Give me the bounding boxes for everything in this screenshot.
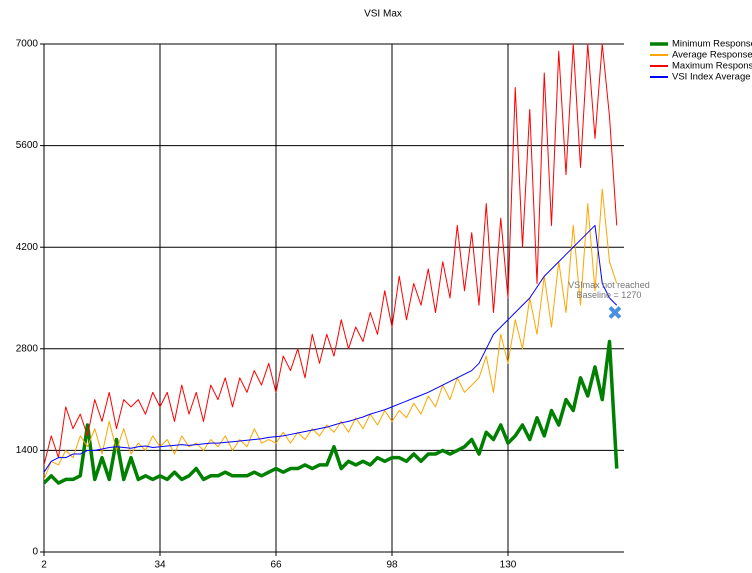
x-tick-label: 2	[41, 560, 47, 571]
legend-label: Minimum Response	[672, 39, 752, 50]
y-tick-label: 1400	[16, 445, 39, 456]
chart-title: VSI Max	[364, 9, 402, 20]
y-tick-label: 0	[32, 547, 38, 558]
legend-label: Maximum Response	[672, 61, 752, 72]
y-tick-label: 2800	[16, 343, 39, 354]
x-tick-label: 98	[386, 560, 398, 571]
series-line	[44, 188, 618, 480]
y-tick-label: 5600	[16, 140, 39, 151]
legend-label: VSI Index Average	[672, 72, 751, 83]
series-line	[44, 224, 618, 473]
x-tick-label: 34	[154, 560, 166, 571]
x-tick-label: 130	[500, 560, 517, 571]
series-line	[44, 43, 618, 466]
y-tick-label: 4200	[16, 242, 39, 253]
series-line	[44, 339, 619, 485]
annotation-marker	[608, 306, 622, 319]
annotation-text: VSImax not reached	[568, 280, 650, 290]
y-tick-label: 7000	[16, 39, 39, 50]
legend-label: Average Response	[672, 50, 752, 61]
x-tick-label: 66	[270, 560, 282, 571]
annotation-text: Baseline = 1270	[577, 290, 642, 300]
